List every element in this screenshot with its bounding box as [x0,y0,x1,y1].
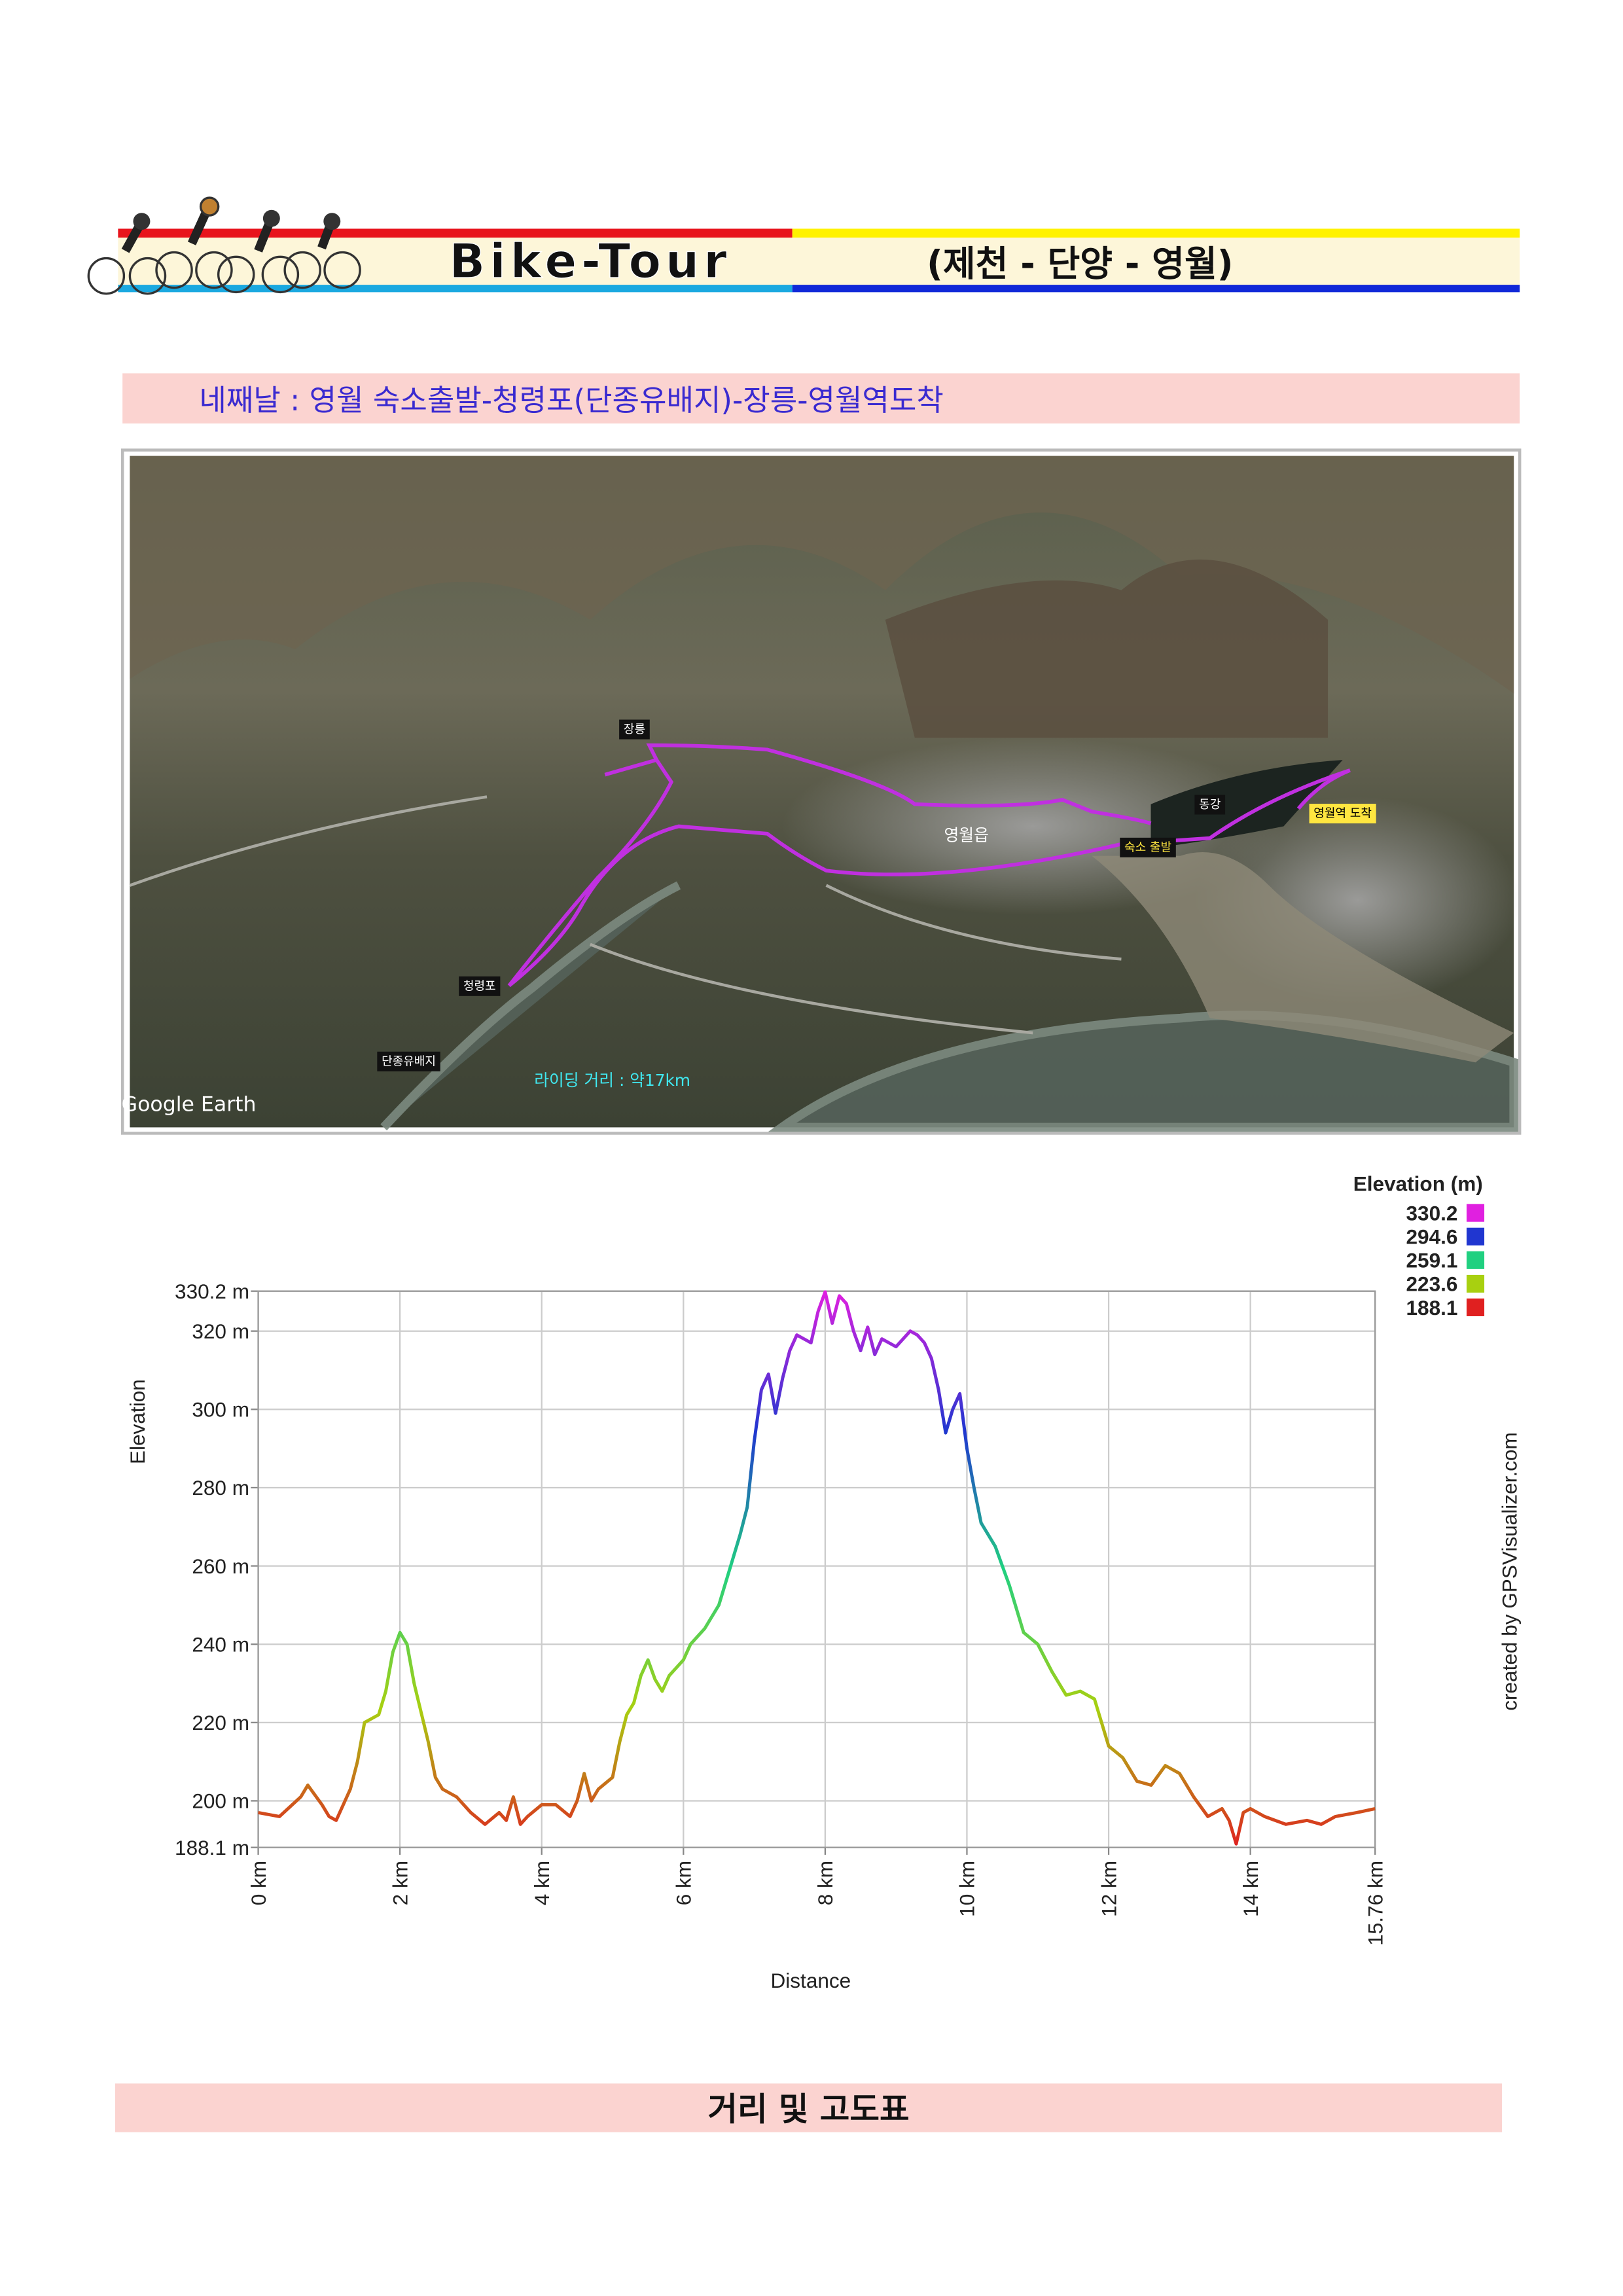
map-label-box [459,976,501,996]
subtitle-bar [122,373,1520,424]
subtitle: 네째날 : 영월 숙소출발-청령포(단종유배지)-장릉-영월역도착 [199,383,943,418]
map-label-box [1120,837,1176,857]
map-label-box [1194,795,1226,815]
map-label: 영월읍 [944,826,989,845]
y-tick-label: 280 m [192,1476,249,1499]
header-route: (제천 - 단양 - 영월) [927,243,1233,285]
y-tick-label: 200 m [192,1789,249,1813]
x-tick-label: 8 km [813,1861,837,1905]
credit: created by GPSVisualizer.com [1498,1432,1522,1711]
legend-value: 223.6 [1406,1272,1458,1296]
y-tick-label: 260 m [192,1554,249,1578]
route [507,743,1351,988]
map-label: 장릉 [624,723,645,736]
legend-swatch [1466,1227,1485,1246]
header: Bike-Tour (제천 - 단양 - 영월) [87,196,1520,295]
map-label-box [1309,804,1376,824]
map-label: 숙소 출발 [1124,840,1171,854]
y-tick-label: 220 m [192,1711,249,1734]
river-dark [1150,760,1343,849]
x-tick-label: 12 km [1097,1861,1120,1917]
elevation-chart: 188.1 m 200 m 220 m 240 m 260 m 280 m 300 m 320… [126,1172,1522,1992]
y-tick-label: 320 m [192,1319,249,1343]
legend-value: 294.6 [1406,1225,1458,1249]
y-axis-label: Elevation [126,1379,149,1464]
map-label: Google Earth [122,1092,257,1116]
legend-title: Elevation (m) [1353,1172,1483,1195]
x-axis-label: Distance [770,1969,851,1992]
map-label: 동강 [1199,798,1221,812]
x-tick-label: 6 km [672,1861,696,1905]
road [129,795,1122,1035]
y-tick-label: 188.1 m [175,1836,249,1859]
header-line [792,228,1520,238]
map-label-box [377,1051,440,1071]
sandbar [1092,852,1514,1063]
map-label: 영월역 도착 [1313,807,1372,821]
x-tick-label: 14 km [1239,1861,1262,1917]
elevation-line [258,1290,1376,1846]
map [120,448,1522,1135]
legend-swatch [1466,1274,1485,1293]
legend-value: 259.1 [1406,1249,1458,1272]
x-tick-label: 15.76 km [1363,1861,1387,1946]
mountains [130,456,1514,694]
cyclists-icon [87,196,361,295]
y-tick-label: 330.2 m [175,1280,249,1303]
map-label: 라이딩 거리 : 약17km [534,1071,690,1090]
map-label: 청령포 [463,979,496,993]
map-label: 단종유배지 [382,1054,436,1068]
x-tick-label: 0 km [247,1861,270,1905]
legend-value: 188.1 [1406,1296,1458,1319]
y-tick-label: 300 m [192,1398,249,1422]
header-line [792,285,1520,293]
legend-swatch [1466,1204,1485,1222]
legend-swatch [1466,1251,1485,1269]
header-band [118,236,1520,287]
x-tick-label: 2 km [388,1861,412,1905]
mountain [885,559,1329,738]
x-tick-label: 4 km [530,1861,554,1905]
footer-title: 거리 및 고도표 [707,2090,909,2128]
y-tick-label: 240 m [192,1632,249,1656]
plot-frame [257,1290,1376,1848]
map-label-box [619,719,650,740]
legend-swatch [1466,1298,1485,1317]
x-tick-label: 10 km [955,1861,979,1917]
footer-bar [115,2083,1503,2132]
legend-value: 330.2 [1406,1201,1458,1225]
header-line [118,228,793,238]
header-line [118,285,793,293]
header-title: Bike-Tour [449,234,731,289]
